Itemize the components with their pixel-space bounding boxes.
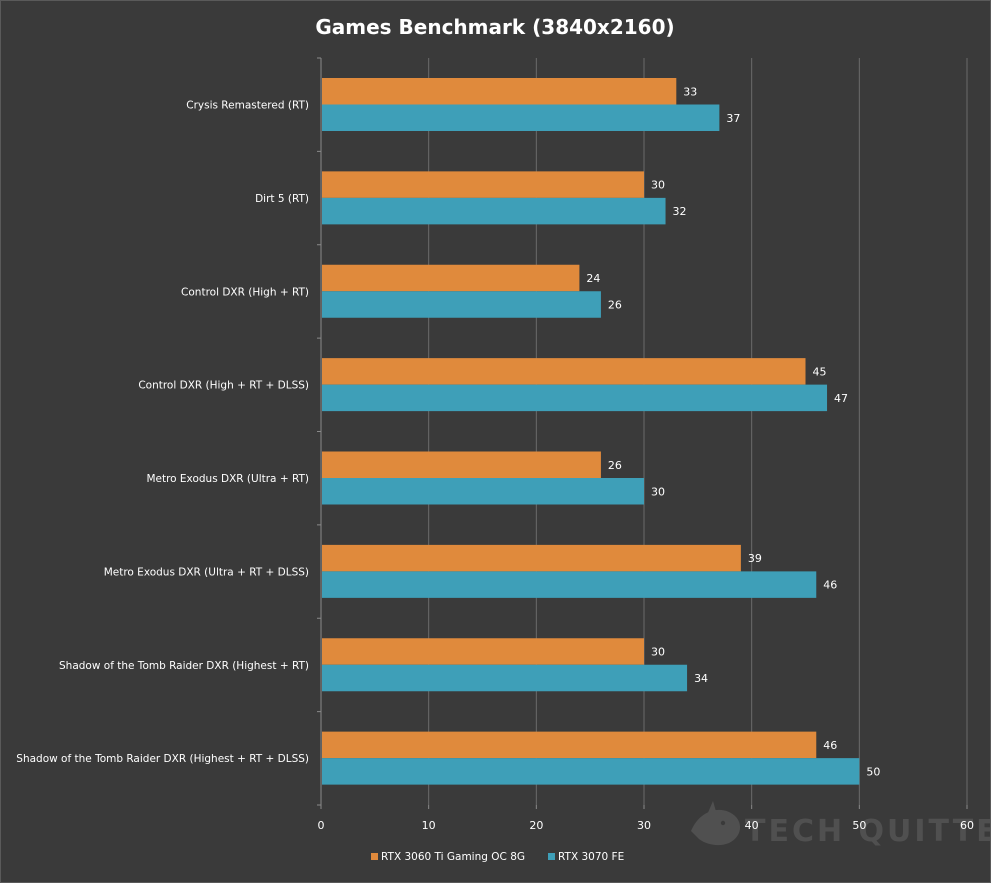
data-labels: 33 37 30 32 24 26 45 47 26 30 39 46 30 34 46 50 [586, 85, 880, 778]
data-label: 30 [651, 485, 665, 498]
y-axis: Crysis Remastered (RT) Dirt 5 (RT) Control… [16, 100, 309, 766]
bar [322, 358, 806, 385]
bar [322, 451, 601, 478]
x-tick-label: 60 [960, 819, 974, 832]
data-label: 50 [866, 765, 880, 778]
category-label: Crysis Remastered (RT) [186, 100, 309, 112]
data-label: 45 [813, 365, 827, 378]
bars [322, 78, 860, 785]
bar [322, 664, 688, 692]
bar [322, 264, 580, 292]
data-label: 47 [834, 392, 848, 405]
grid [317, 57, 968, 809]
data-label: 26 [608, 459, 622, 472]
legend-swatch [371, 853, 378, 860]
x-tick-label: 10 [422, 819, 436, 832]
category-label: Metro Exodus DXR (Ultra + RT) [146, 473, 309, 485]
bar [322, 731, 817, 759]
x-tick-label: 0 [318, 819, 325, 832]
bar [322, 571, 817, 598]
category-label: Control DXR (High + RT) [181, 286, 309, 298]
bar [322, 104, 720, 131]
legend-label: RTX 3060 Ti Gaming OC 8G [381, 851, 525, 863]
x-tick-label: 50 [852, 819, 866, 832]
category-label: Control DXR (High + RT + DLSS) [138, 380, 309, 392]
bar [322, 384, 828, 412]
legend-swatch [548, 853, 555, 860]
data-label: 24 [586, 272, 600, 285]
data-label: 34 [694, 672, 708, 685]
data-label: 46 [823, 579, 837, 592]
bar [322, 78, 677, 105]
x-axis: 0 10 20 30 40 50 60 [318, 819, 975, 832]
watermark: TECH QUITTER [691, 801, 990, 849]
x-tick-label: 30 [637, 819, 651, 832]
data-label: 32 [673, 205, 687, 218]
bar [322, 638, 644, 665]
chart-title: Games Benchmark (3840x2160) [315, 15, 674, 39]
data-label: 39 [748, 552, 762, 565]
data-label: 33 [683, 85, 697, 98]
x-tick-label: 40 [745, 819, 759, 832]
category-label: Metro Exodus DXR (Ultra + RT + DLSS) [104, 566, 309, 578]
category-label: Dirt 5 (RT) [255, 193, 309, 205]
bar [322, 478, 644, 505]
data-label: 30 [651, 179, 665, 192]
bar [322, 544, 741, 572]
legend: RTX 3060 Ti Gaming OC 8G RTX 3070 FE [371, 851, 624, 863]
x-tick-label: 20 [529, 819, 543, 832]
bar [322, 758, 860, 785]
data-label: 30 [651, 646, 665, 659]
legend-label: RTX 3070 FE [558, 851, 624, 863]
category-label: Shadow of the Tomb Raider DXR (Highest +… [16, 753, 309, 765]
bar [322, 171, 644, 198]
bar [322, 291, 601, 318]
data-label: 46 [823, 739, 837, 752]
shark-logo-icon [691, 801, 741, 846]
data-label: 37 [726, 112, 740, 125]
watermark-text: TECH QUITTER [745, 814, 990, 849]
data-label: 26 [608, 299, 622, 312]
category-label: Shadow of the Tomb Raider DXR (Highest +… [59, 660, 309, 672]
bar [322, 197, 666, 225]
